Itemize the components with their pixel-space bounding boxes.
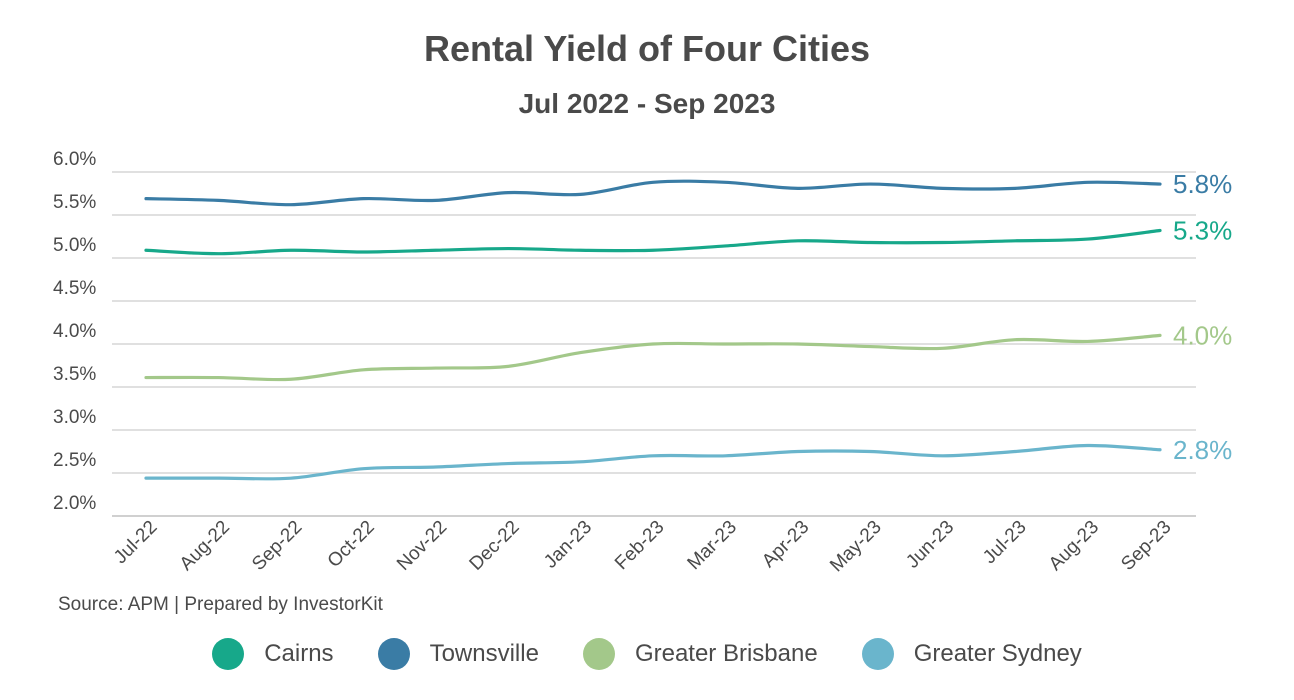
legend-item-townsville: Townsville [377,638,539,670]
y-tick-label: 3.0% [53,407,96,428]
legend: Cairns Townsville Greater Brisbane Great… [0,638,1294,670]
x-tick-label: Dec-22 [466,517,524,575]
source-note: Source: APM | Prepared by InvestorKit [58,594,383,615]
legend-label-cairns: Cairns [264,640,334,667]
legend-label-greater-brisbane: Greater Brisbane [634,640,818,667]
end-label-townsville: 5.8% [1173,169,1232,199]
y-tick-label: 2.5% [53,450,96,471]
series-line-greater-sydney [144,443,1162,481]
y-tick-label: 4.0% [53,321,96,342]
legend-item-greater-sydney: Greater Sydney [861,638,1082,670]
x-tick-label: Apr-23 [758,517,813,572]
y-tick-label: 6.0% [53,149,96,170]
legend-swatch-greater-sydney [861,638,894,670]
x-tick-label: May-23 [826,517,886,577]
end-label-cairns: 5.3% [1173,215,1232,245]
end-label-greater-brisbane: 4.0% [1173,320,1232,350]
y-tick-label: 5.5% [53,192,96,213]
y-tick-label: 3.5% [53,364,96,385]
x-tick-label: Feb-23 [611,517,668,574]
x-tick-label: Jan-23 [540,517,596,573]
legend-item-greater-brisbane: Greater Brisbane [582,638,818,670]
legend-swatch-townsville [377,638,410,670]
x-tick-label: Mar-23 [684,517,741,574]
x-tick-label: Aug-22 [176,517,234,575]
x-tick-label: Aug-23 [1045,517,1103,575]
legend-label-townsville: Townsville [429,640,539,667]
series-line-townsville [144,179,1162,207]
legend-item-cairns: Cairns [212,638,334,670]
y-tick-label: 5.0% [53,235,96,256]
x-tick-label: Jun-23 [902,517,958,573]
x-tick-label: Sep-22 [248,517,306,575]
x-tick-label: Sep-23 [1117,517,1175,575]
chart-title: Rental Yield of Four Cities [423,28,871,69]
x-tick-label: Jul-23 [979,517,1030,568]
series-line-cairns [144,228,1162,256]
y-tick-label: 4.5% [53,278,96,299]
legend-swatch-greater-brisbane [582,638,615,670]
x-tick-label: Nov-22 [393,517,451,575]
end-label-greater-sydney: 2.8% [1173,435,1232,465]
legend-swatch-cairns [212,638,245,670]
x-tick-label: Jul-22 [110,517,161,568]
x-tick-label: Oct-22 [324,517,379,572]
y-tick-label: 2.0% [53,493,96,514]
chart-subtitle: Jul 2022 - Sep 2023 [518,88,776,119]
legend-label-greater-sydney: Greater Sydney [913,640,1082,667]
series-line-greater-brisbane [144,333,1162,382]
